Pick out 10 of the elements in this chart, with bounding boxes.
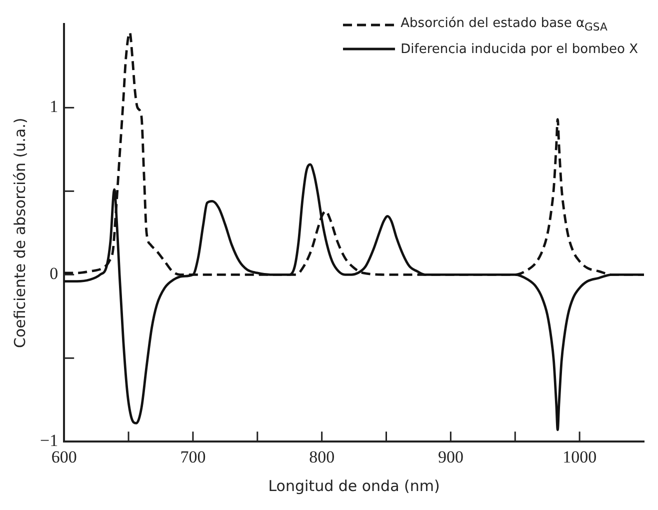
- x-tick-label: 900: [438, 447, 464, 466]
- x-tick-label: 700: [180, 447, 206, 466]
- x-axis-title: Longitud de onda (nm): [268, 476, 440, 495]
- x-tick-label: 800: [309, 447, 335, 466]
- legend-label: Diferencia inducida por el bombeo X: [400, 42, 638, 57]
- y-tick-label: 1: [50, 97, 58, 116]
- legend-label: Absorción del estado base α$_{GSA}$: [400, 16, 608, 34]
- y-tick-label: 0: [50, 264, 58, 284]
- x-tick-label: 1000: [562, 447, 597, 466]
- y-axis-title: Coeficiente de absorción (u.a.): [10, 118, 29, 348]
